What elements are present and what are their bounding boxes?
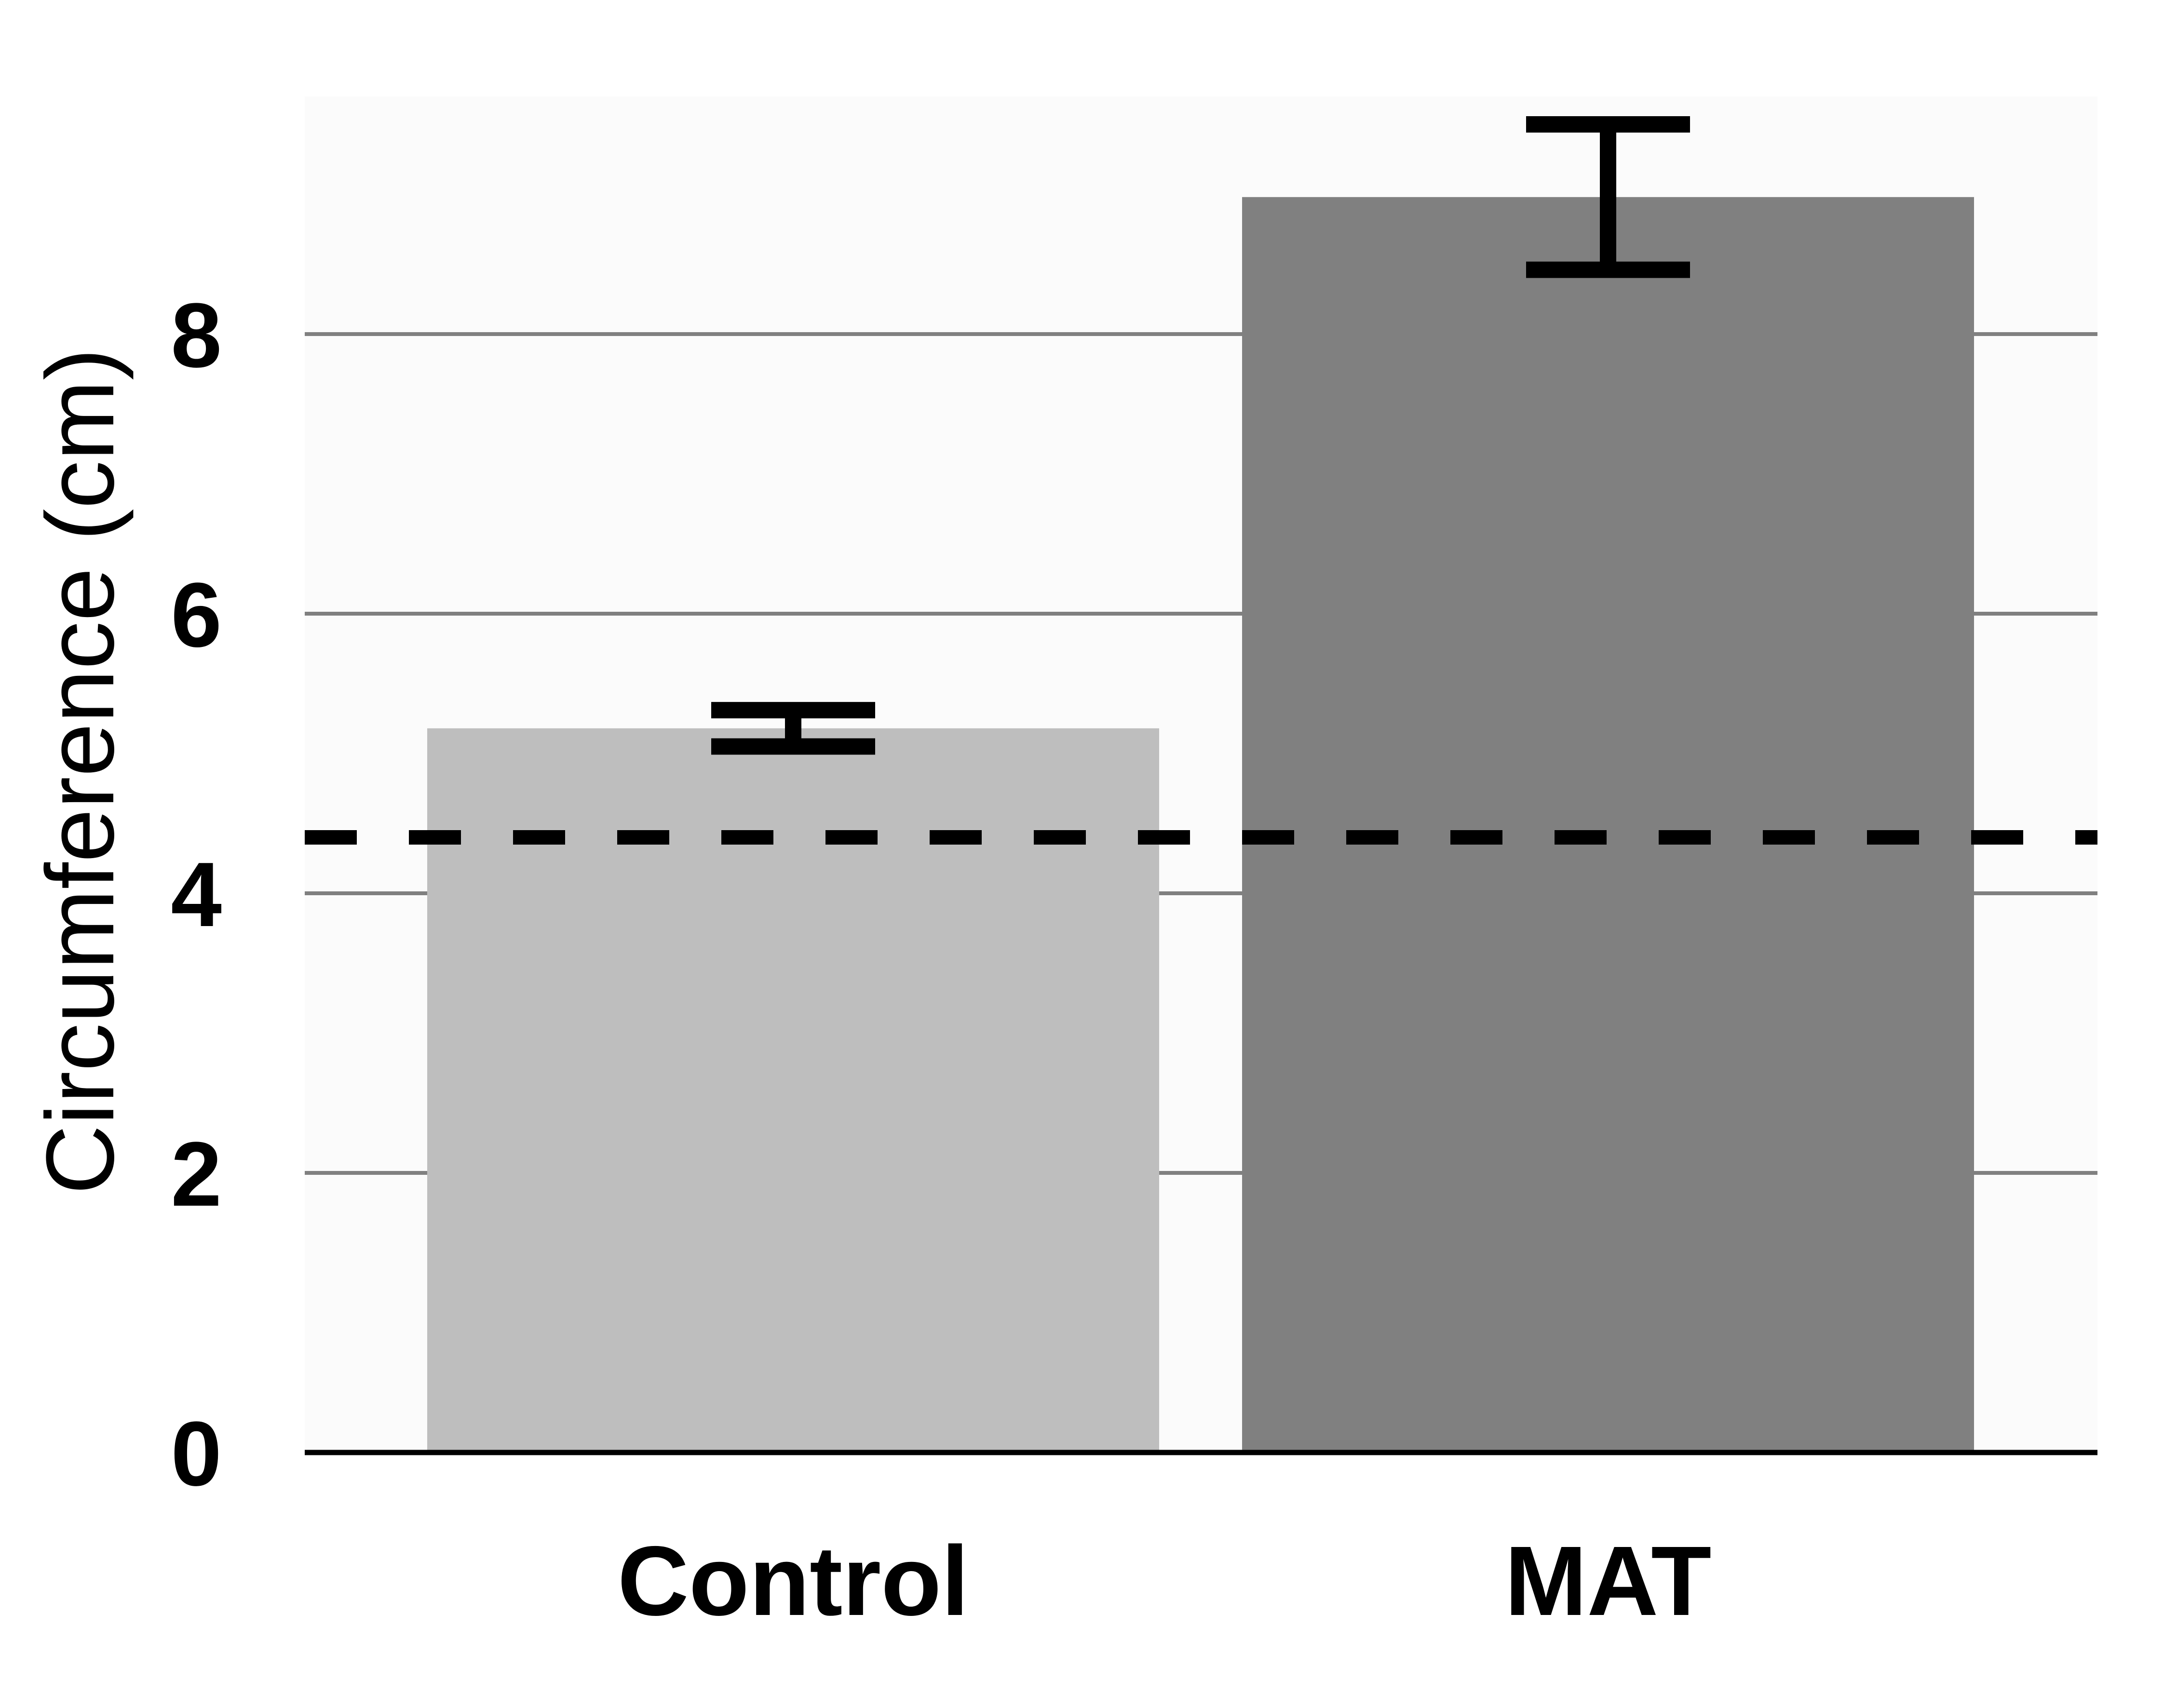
- bars: [427, 197, 1974, 1452]
- y-tick-label-2: 2: [171, 1123, 222, 1225]
- x-tick-label-control: Control: [618, 1526, 969, 1636]
- labels: Circumference (cm) 0 2 4 6 8 Control MAT: [27, 284, 1711, 1636]
- y-tick-label-8: 8: [171, 284, 222, 387]
- error-bar-control: [711, 702, 875, 755]
- y-axis-title: Circumference (cm): [27, 348, 134, 1195]
- error-bars: [711, 116, 1690, 755]
- bar-mat: [1242, 197, 1974, 1452]
- y-tick-label-6: 6: [171, 564, 222, 666]
- y-tick-label-4: 4: [171, 844, 222, 946]
- y-tick-label-0: 0: [171, 1403, 222, 1505]
- error-bar-mat: [1526, 116, 1690, 278]
- x-tick-label-mat: MAT: [1505, 1526, 1712, 1636]
- bar-control: [427, 728, 1159, 1452]
